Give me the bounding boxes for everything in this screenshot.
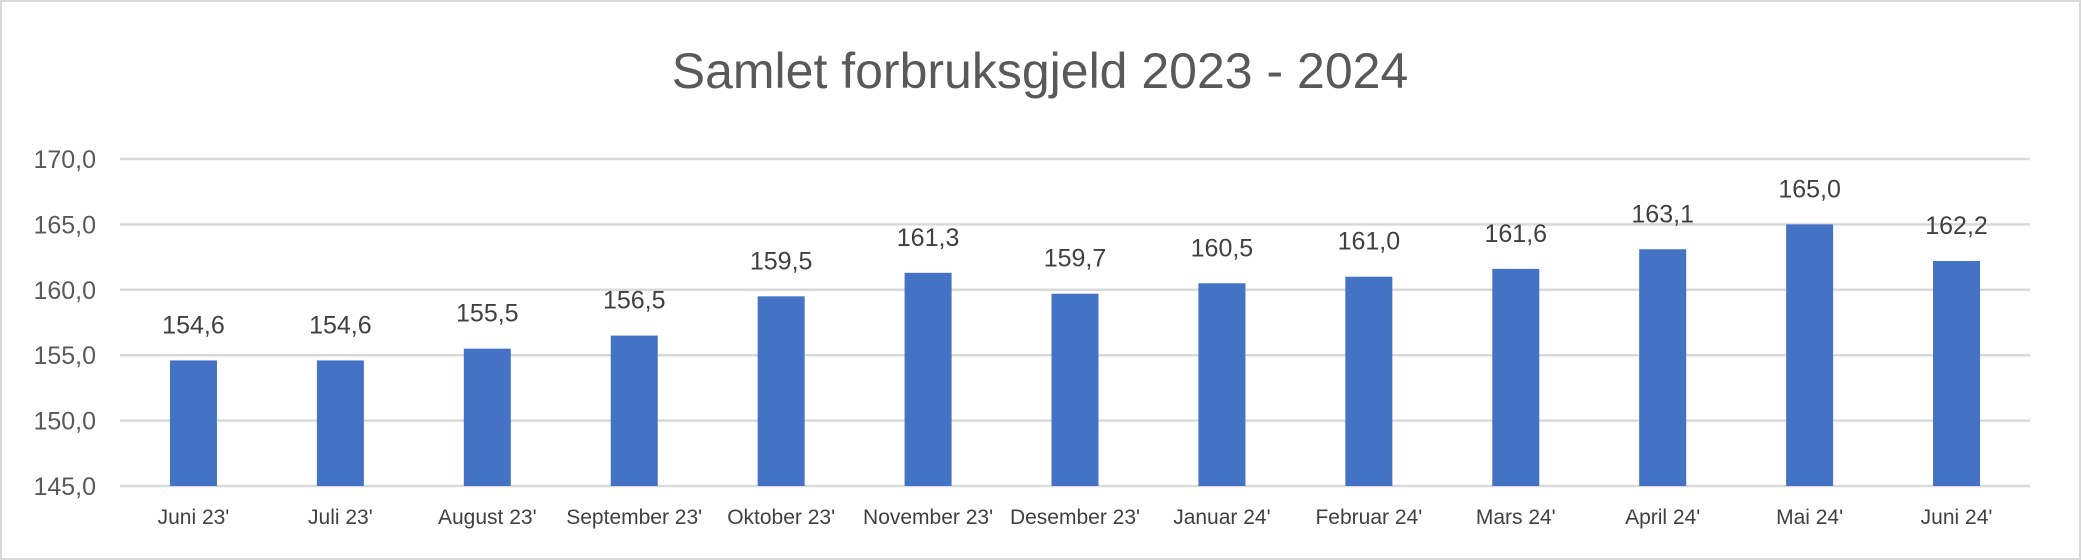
bar [1198, 283, 1246, 486]
bar [904, 272, 952, 486]
bar [316, 360, 364, 486]
data-label: 155,5 [456, 300, 519, 328]
category-label: Mai 24' [1776, 506, 1843, 529]
x-axis-categories: Juni 23' Juli 23' August 23' September 23' O… [158, 506, 1993, 529]
data-label: 154,6 [162, 311, 225, 339]
category-label: August 23' [438, 506, 537, 529]
category-label: Februar 24' [1315, 506, 1422, 529]
data-label: 165,0 [1778, 175, 1841, 203]
data-label: 159,5 [750, 247, 813, 275]
data-label: 163,1 [1631, 200, 1694, 228]
y-tick-label: 155,0 [33, 342, 96, 370]
bar [1345, 276, 1393, 486]
category-label: Januar 24' [1173, 506, 1270, 529]
bar [610, 335, 658, 486]
data-label: 154,6 [309, 311, 372, 339]
bar [169, 360, 217, 486]
category-label: Mars 24' [1476, 506, 1556, 529]
data-label: 156,5 [603, 287, 666, 315]
data-label: 161,0 [1338, 228, 1401, 256]
category-label: Desember 23' [1010, 506, 1140, 529]
bar [1639, 249, 1687, 486]
y-tick-label: 170,0 [33, 146, 96, 174]
bar [1051, 293, 1099, 486]
data-label: 161,6 [1484, 220, 1547, 248]
category-label: Oktober 23' [727, 506, 835, 529]
y-tick-label: 160,0 [33, 277, 96, 305]
data-label: 161,3 [897, 224, 960, 252]
category-label: September 23' [566, 506, 702, 529]
category-label: Juli 23' [308, 506, 373, 529]
category-label: April 24' [1625, 506, 1700, 529]
data-label: 160,5 [1191, 234, 1254, 262]
data-labels: 154,6 154,6 155,5 156,5 159,5 161,3 159,7 160,5… [162, 175, 1988, 339]
data-label: 159,7 [1044, 245, 1107, 273]
bar [1933, 261, 1981, 486]
y-axis-ticks: 145,0 150,0 155,0 160,0 165,0 170,0 [33, 146, 96, 501]
bar [1786, 224, 1834, 486]
bar [1492, 268, 1540, 486]
category-label: Juni 24' [1921, 506, 1993, 529]
bar [463, 348, 511, 486]
bars [169, 224, 1981, 486]
y-tick-label: 150,0 [33, 408, 96, 436]
category-label: November 23' [863, 506, 993, 529]
category-label: Juni 23' [158, 506, 230, 529]
y-tick-label: 165,0 [33, 211, 96, 239]
data-label: 162,2 [1925, 212, 1988, 240]
y-tick-label: 145,0 [33, 473, 96, 501]
chart-title: Samlet forbruksgjeld 2023 - 2024 [672, 43, 1409, 99]
bar [757, 296, 805, 486]
